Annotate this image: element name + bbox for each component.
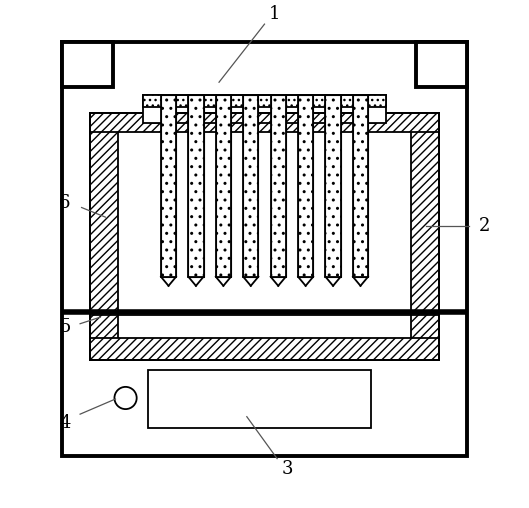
Bar xyxy=(161,95,176,277)
Text: 5: 5 xyxy=(59,318,71,336)
Bar xyxy=(62,42,467,456)
Bar xyxy=(90,113,439,314)
Bar xyxy=(353,95,368,277)
Bar xyxy=(298,95,313,277)
Bar xyxy=(353,95,368,277)
Bar xyxy=(216,95,231,277)
Bar xyxy=(90,312,439,360)
Bar xyxy=(90,113,439,132)
Text: 2: 2 xyxy=(479,217,490,235)
Bar xyxy=(143,95,166,122)
Bar xyxy=(188,95,204,277)
Bar xyxy=(243,95,258,277)
Bar xyxy=(271,95,286,277)
Bar xyxy=(216,95,231,277)
Bar xyxy=(363,95,386,108)
Text: 1: 1 xyxy=(269,5,280,23)
Bar xyxy=(243,95,258,277)
Text: 3: 3 xyxy=(281,460,293,478)
Bar xyxy=(411,312,439,360)
Text: 4: 4 xyxy=(59,414,71,432)
Bar xyxy=(153,95,376,108)
Bar xyxy=(143,95,166,108)
Bar xyxy=(62,42,113,87)
Bar xyxy=(363,95,386,122)
Bar xyxy=(153,95,376,122)
Bar xyxy=(90,338,439,360)
Bar xyxy=(90,113,118,314)
Text: 6: 6 xyxy=(59,195,71,212)
Bar xyxy=(90,312,118,360)
Bar xyxy=(411,113,439,314)
Bar xyxy=(298,95,313,277)
Bar xyxy=(416,42,467,87)
Bar xyxy=(271,95,286,277)
Bar xyxy=(325,95,341,277)
Bar xyxy=(148,370,371,428)
Bar xyxy=(325,95,341,277)
Bar xyxy=(188,95,204,277)
Bar xyxy=(90,312,439,360)
Bar xyxy=(90,113,439,314)
Bar xyxy=(161,95,176,277)
